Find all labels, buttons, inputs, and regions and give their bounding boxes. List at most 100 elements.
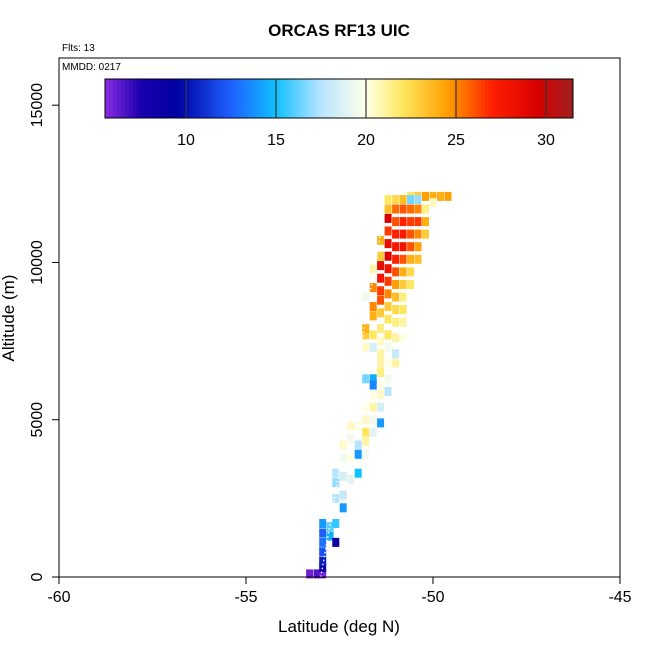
heat-cell [414, 242, 422, 252]
colorbar-swatch [285, 79, 290, 118]
colorbar-swatch [113, 79, 118, 118]
heat-cell [319, 537, 327, 547]
colorbar-tick-label: 10 [177, 132, 195, 149]
colorbar-swatch [233, 79, 238, 118]
colorbar-swatch [145, 79, 150, 118]
heat-cell [437, 191, 444, 201]
colorbar-swatch [221, 79, 226, 118]
colorbar-swatch [437, 79, 442, 118]
heat-cell [399, 280, 407, 289]
heat-cell [414, 229, 422, 239]
colorbar-swatch [461, 79, 466, 118]
colorbar-swatch [325, 79, 330, 118]
heat-cell [362, 330, 370, 340]
colorbar-swatch [237, 79, 242, 118]
colorbar-swatch [513, 79, 518, 118]
heat-cell [377, 358, 385, 368]
colorbar-swatch [121, 79, 126, 118]
colorbar-swatch [369, 79, 374, 118]
heat-cell [429, 191, 437, 201]
colorbar-swatch [525, 79, 530, 118]
colorbar-swatch [553, 79, 558, 118]
heat-cell [384, 239, 392, 249]
colorbar-swatch [505, 79, 510, 118]
heat-cell [399, 242, 407, 252]
heat-cell [369, 374, 377, 384]
colorbar-swatch [277, 79, 282, 118]
heat-cell [332, 493, 340, 503]
colorbar-swatch [481, 79, 486, 118]
colorbar-swatch [353, 79, 358, 118]
heat-cell [384, 314, 392, 324]
heat-cell [392, 358, 400, 368]
colorbar-swatch [269, 79, 274, 118]
colorbar-swatch [345, 79, 350, 118]
x-axis-label: Latitude (deg N) [278, 617, 400, 636]
colorbar-swatch [281, 79, 286, 118]
heat-cell [384, 251, 392, 261]
colorbar-swatch [509, 79, 514, 118]
heat-cell [399, 204, 407, 214]
heat-cell [384, 204, 392, 214]
heat-cell [369, 264, 377, 274]
heat-cell [399, 305, 407, 315]
heat-cell [384, 342, 392, 352]
colorbar-swatch [125, 79, 130, 118]
heat-cell [369, 390, 377, 400]
heat-cell [399, 254, 407, 264]
colorbar-tick-label: 20 [357, 132, 375, 149]
heat-cell [392, 280, 400, 289]
colorbar-swatch [569, 79, 574, 118]
heat-cell [407, 242, 415, 252]
heat-cell [319, 569, 327, 579]
colorbar-swatch [225, 79, 230, 118]
heat-cell [407, 254, 415, 264]
heat-cell [392, 204, 400, 214]
heat-cell [347, 434, 355, 444]
colorbar-swatch [337, 79, 342, 118]
heat-cell [369, 342, 377, 352]
heat-cell [384, 330, 392, 340]
colorbar-swatch [453, 79, 458, 118]
heat-cell [392, 317, 400, 327]
colorbar-swatch [477, 79, 482, 118]
heat-cell [392, 333, 400, 343]
heat-cell [347, 453, 355, 462]
heat-cell [377, 308, 385, 318]
heat-cell [377, 295, 385, 305]
colorbar-frame [104, 78, 574, 119]
colorbar-swatch [393, 79, 398, 118]
colorbar-swatch [137, 79, 142, 118]
heat-cell [319, 528, 327, 538]
heat-cell [392, 305, 400, 315]
colorbar-swatch [321, 79, 326, 118]
x-tick-label: -60 [47, 589, 70, 606]
heat-cell [444, 191, 452, 201]
colorbar-swatch [313, 79, 318, 118]
heat-cell [354, 421, 362, 431]
colorbar-swatch [257, 79, 262, 118]
heat-cell [369, 302, 377, 311]
heat-cell [332, 537, 340, 547]
colorbar-swatch [301, 79, 306, 118]
colorbar-swatch [389, 79, 394, 118]
colorbar-swatch [161, 79, 166, 118]
colorbar-tick-label: 30 [537, 132, 555, 149]
heat-cell [319, 563, 327, 573]
colorbar-swatch [501, 79, 506, 118]
heat-cell [399, 217, 407, 227]
colorbar-swatch [517, 79, 522, 118]
heat-cell [354, 468, 362, 478]
colorbar-swatch [349, 79, 354, 118]
heat-cell [362, 402, 370, 412]
heat-cell [422, 229, 429, 239]
colorbar-swatch [261, 79, 266, 118]
heat-cell [362, 342, 370, 352]
colorbar-swatch [405, 79, 410, 118]
heat-cell [414, 204, 422, 214]
y-tick-label: 10000 [29, 240, 46, 285]
x-axis: -60 -55 -50 -45 [47, 576, 632, 606]
colorbar-swatch [433, 79, 438, 118]
heat-cell [362, 449, 370, 459]
